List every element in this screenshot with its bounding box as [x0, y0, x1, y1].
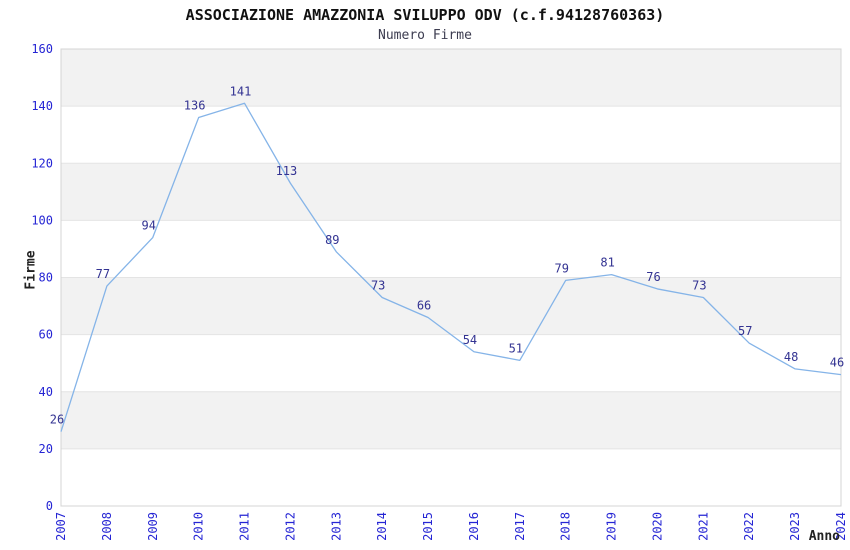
y-axis-tick: 40: [39, 385, 53, 399]
data-label: 73: [692, 278, 706, 292]
data-label: 46: [830, 356, 844, 370]
y-axis-tick: 0: [46, 499, 53, 513]
chart-subtitle: Numero Firme: [378, 28, 472, 43]
x-axis-tick: 2023: [788, 512, 802, 541]
data-label: 26: [50, 413, 64, 427]
x-axis-tick: 2022: [742, 512, 756, 541]
x-axis-tick: 2024: [834, 512, 848, 541]
band: [61, 163, 841, 221]
data-label: 57: [738, 324, 752, 338]
data-label: 48: [784, 350, 798, 364]
plot-border: [60, 48, 842, 507]
x-axis-tick: 2016: [467, 512, 481, 541]
x-axis-tick: 2017: [513, 512, 527, 541]
data-label: 51: [509, 341, 523, 355]
x-axis-tick: 2009: [146, 512, 160, 541]
series-line: [60, 102, 842, 432]
x-axis-tick: 2019: [605, 512, 619, 541]
data-label: 81: [600, 256, 614, 270]
y-axis-tick: 160: [31, 42, 53, 56]
band: [61, 49, 841, 107]
data-label: 89: [325, 233, 339, 247]
band: [61, 391, 841, 449]
x-axis-tick: 2013: [329, 512, 343, 541]
x-axis-title: Anno: [808, 529, 840, 544]
band: [61, 277, 841, 335]
x-axis-tick: 2014: [375, 512, 389, 541]
data-label: 113: [276, 164, 298, 178]
chart-title: ASSOCIAZIONE AMAZZONIA SVILUPPO ODV (c.f…: [185, 6, 665, 24]
x-axis-tick: 2020: [650, 512, 664, 541]
data-label: 76: [646, 270, 660, 284]
x-axis-tick: 2018: [559, 512, 573, 541]
y-axis-tick: 120: [31, 156, 53, 170]
data-label: 141: [230, 84, 252, 98]
x-axis-tick: 2012: [283, 512, 297, 541]
data-label: 73: [371, 278, 385, 292]
x-axis-tick: 2007: [54, 512, 68, 541]
y-axis-tick: 100: [31, 213, 53, 227]
x-axis-tick: 2015: [421, 512, 435, 541]
data-label: 54: [463, 333, 477, 347]
x-axis-tick: 2010: [192, 512, 206, 541]
x-axis-tick: 2021: [696, 512, 710, 541]
data-label: 66: [417, 298, 431, 312]
y-axis-tick: 20: [39, 442, 53, 456]
data-label: 136: [184, 99, 206, 113]
data-label: 77: [96, 267, 110, 281]
y-axis-tick: 80: [39, 271, 53, 285]
y-axis-tick: 140: [31, 99, 53, 113]
x-axis-tick: 2008: [100, 512, 114, 541]
x-axis-tick: 2011: [238, 512, 252, 541]
y-axis-tick: 60: [39, 328, 53, 342]
data-label: 79: [554, 261, 568, 275]
data-label: 94: [142, 219, 156, 233]
